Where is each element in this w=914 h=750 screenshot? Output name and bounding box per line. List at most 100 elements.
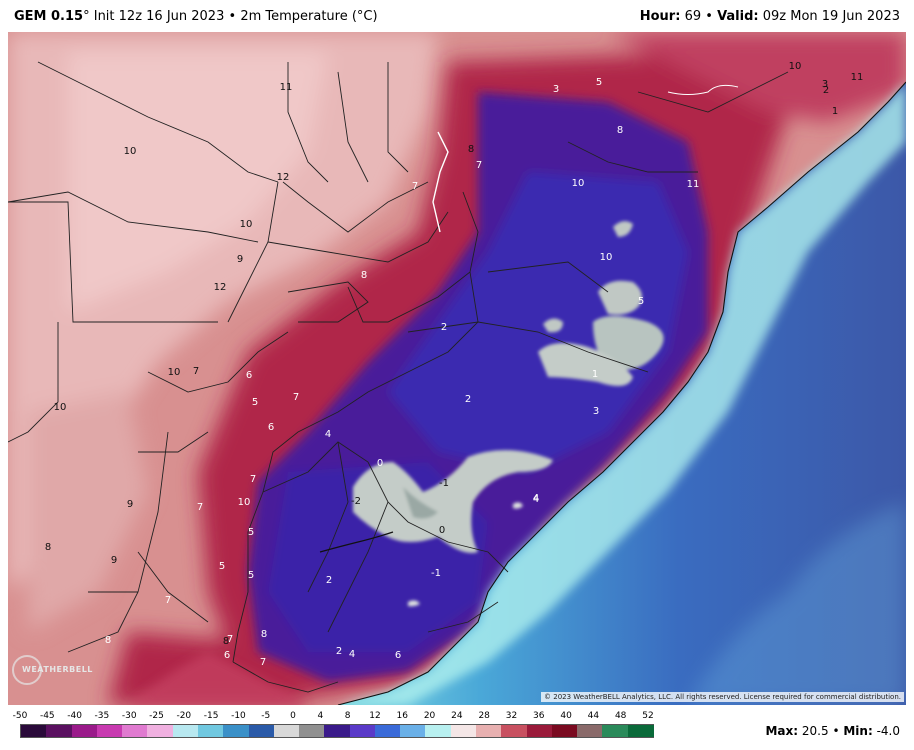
logo-text: WEATHERBELL bbox=[22, 665, 93, 674]
temperature-label: 7 bbox=[165, 595, 171, 606]
field-name: 2m Temperature (°C) bbox=[240, 9, 378, 24]
temperature-label: 5 bbox=[596, 77, 602, 88]
temperature-label: 5 bbox=[252, 397, 258, 408]
color-scale-bar bbox=[20, 724, 655, 738]
logo-circle bbox=[12, 655, 42, 685]
coast-detail bbox=[667, 84, 739, 95]
temperature-label: 2 bbox=[823, 85, 829, 96]
copyright-notice: © 2023 WeatherBELL Analytics, LLC. All r… bbox=[541, 692, 904, 702]
scale-segment bbox=[602, 725, 629, 737]
temperature-label: 2 bbox=[465, 394, 471, 405]
temperature-label: 2 bbox=[326, 575, 332, 586]
scale-tick: 28 bbox=[478, 711, 490, 721]
temperature-label: 11 bbox=[280, 82, 293, 93]
temperature-label: 2 bbox=[441, 322, 447, 333]
max-label: Max: bbox=[765, 724, 799, 738]
temperature-label: 0 bbox=[439, 525, 445, 536]
scale-tick: -30 bbox=[121, 711, 137, 721]
scale-tick: -35 bbox=[94, 711, 110, 721]
scale-tick: -20 bbox=[176, 711, 192, 721]
temperature-label: 10 bbox=[54, 402, 67, 413]
valid-separator: • bbox=[705, 9, 713, 24]
temperature-label: 10 bbox=[238, 497, 251, 508]
subzero-patches bbox=[353, 221, 664, 607]
temperature-label: -1 bbox=[439, 478, 449, 489]
hour-value: 69 bbox=[684, 9, 702, 24]
stats-separator: • bbox=[832, 724, 840, 738]
scale-segment bbox=[374, 725, 402, 737]
scale-tick-labels: -50 -45 -40 -35 -30 -25 -20 -15 -10 -5 0 4 8 12 16 20 24… bbox=[0, 711, 914, 723]
scale-segment bbox=[248, 725, 276, 737]
temperature-label: 6 bbox=[395, 650, 401, 661]
scale-tick: -45 bbox=[39, 711, 55, 721]
cold-core bbox=[248, 92, 708, 682]
scale-segment bbox=[71, 725, 99, 737]
temperature-label: 1 bbox=[592, 369, 598, 380]
scale-tick: 0 bbox=[290, 711, 296, 721]
scale-tick: 36 bbox=[533, 711, 545, 721]
temperature-map[interactable]: 11 10 12 10 9 12 10 9 10 7 8 8 7 8 7 3 5 8 10 11 10 11 2 3 1 10 5 2… bbox=[8, 32, 906, 705]
temperature-label: 7 bbox=[227, 634, 233, 645]
political-borders bbox=[8, 61, 789, 693]
scale-segment bbox=[223, 725, 250, 737]
temperature-label: 11 bbox=[851, 72, 864, 83]
temperature-label: 10 bbox=[789, 61, 802, 72]
estuary-warm bbox=[128, 652, 308, 705]
scale-segment bbox=[400, 725, 427, 737]
min-label: Min: bbox=[843, 724, 873, 738]
weatherbell-logo: WEATHERBELL bbox=[12, 655, 93, 685]
scale-segment bbox=[627, 725, 655, 737]
coastline bbox=[337, 81, 906, 705]
temperature-label: 8 bbox=[361, 270, 367, 281]
init-time: Init 12z 16 Jun 2023 bbox=[93, 9, 225, 24]
temperature-label: 4 bbox=[533, 494, 539, 505]
temperature-label: 9 bbox=[237, 254, 243, 265]
temperature-label: 7 bbox=[260, 657, 266, 668]
river bbox=[432, 131, 449, 233]
scale-segment bbox=[577, 725, 604, 737]
warm-interior bbox=[8, 32, 438, 632]
temperature-label: 10 bbox=[124, 146, 137, 157]
scale-segment bbox=[551, 725, 579, 737]
temperature-label: 7 bbox=[250, 474, 256, 485]
model-name: GEM 0.15 bbox=[14, 9, 84, 24]
model-degree: ° bbox=[83, 9, 90, 24]
temperature-label: -2 bbox=[351, 496, 361, 507]
scale-segment bbox=[122, 725, 149, 737]
temperature-label: 9 bbox=[127, 499, 133, 510]
valid-value: 09z Mon 19 Jun 2023 bbox=[762, 9, 900, 24]
scale-segment bbox=[147, 725, 174, 737]
scale-segment bbox=[324, 725, 351, 737]
temperature-label: 7 bbox=[293, 392, 299, 403]
scale-tick: 8 bbox=[344, 711, 351, 721]
temperature-label: 2 bbox=[336, 646, 342, 657]
temperature-label: 10 bbox=[168, 367, 181, 378]
map-title: GEM 0.15° Init 12z 16 Jun 2023 • 2m Temp… bbox=[14, 9, 378, 24]
scale-segment bbox=[21, 725, 48, 737]
temperature-label: 8 bbox=[468, 144, 474, 155]
scale-segment bbox=[299, 725, 326, 737]
scale-segment bbox=[197, 725, 225, 737]
temperature-label: -1 bbox=[431, 568, 441, 579]
temperature-label: 6 bbox=[268, 422, 274, 433]
scale-segment bbox=[526, 725, 554, 737]
temperature-label: 9 bbox=[111, 555, 117, 566]
temperature-label: 8 bbox=[105, 635, 111, 646]
temperature-label: 7 bbox=[193, 366, 199, 377]
scale-segment bbox=[96, 725, 124, 737]
max-value: 20.5 bbox=[801, 724, 829, 738]
temperature-label: 10 bbox=[240, 219, 253, 230]
temperature-label: 7 bbox=[197, 502, 203, 513]
scale-tick: 12 bbox=[369, 711, 381, 721]
scale-tick: 24 bbox=[451, 711, 463, 721]
temperature-label: 8 bbox=[45, 542, 51, 553]
scale-segment bbox=[349, 725, 377, 737]
scale-tick: 4 bbox=[317, 711, 324, 721]
temperature-label: 5 bbox=[248, 570, 254, 581]
scale-segment bbox=[476, 725, 503, 737]
title-separator: • bbox=[228, 9, 237, 24]
scale-tick: -5 bbox=[261, 711, 271, 721]
temperature-label: 3 bbox=[822, 79, 828, 90]
